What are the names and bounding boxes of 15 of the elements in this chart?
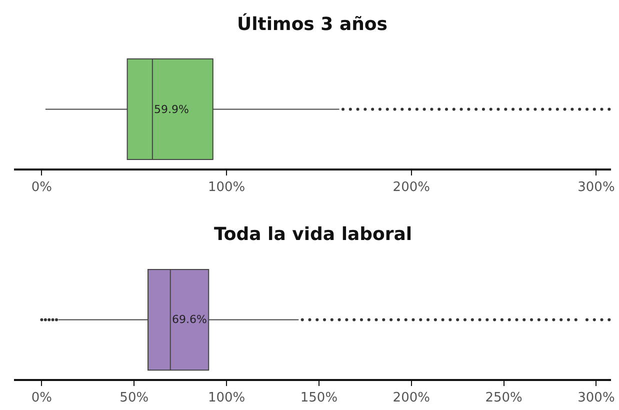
x-tick-label: 200% <box>392 180 430 196</box>
x-tick-label: 50% <box>120 390 149 406</box>
chart-title: Toda la vida laboral <box>214 224 412 245</box>
x-tick-label: 0% <box>31 390 52 406</box>
x-tick-label: 100% <box>208 180 246 196</box>
x-tick-label: 100% <box>208 390 246 406</box>
x-tick-label: 250% <box>485 390 522 406</box>
annotation: 59.9% <box>154 103 189 116</box>
x-tick-label: 300% <box>578 180 615 196</box>
x-tick-label: 0% <box>31 180 52 196</box>
chart-title: Últimos 3 años <box>237 13 388 35</box>
x-tick-label: 200% <box>392 390 430 406</box>
annotation: 69.6% <box>172 313 207 326</box>
x-tick-label: 300% <box>578 390 615 406</box>
x-tick-label: 150% <box>300 390 338 406</box>
